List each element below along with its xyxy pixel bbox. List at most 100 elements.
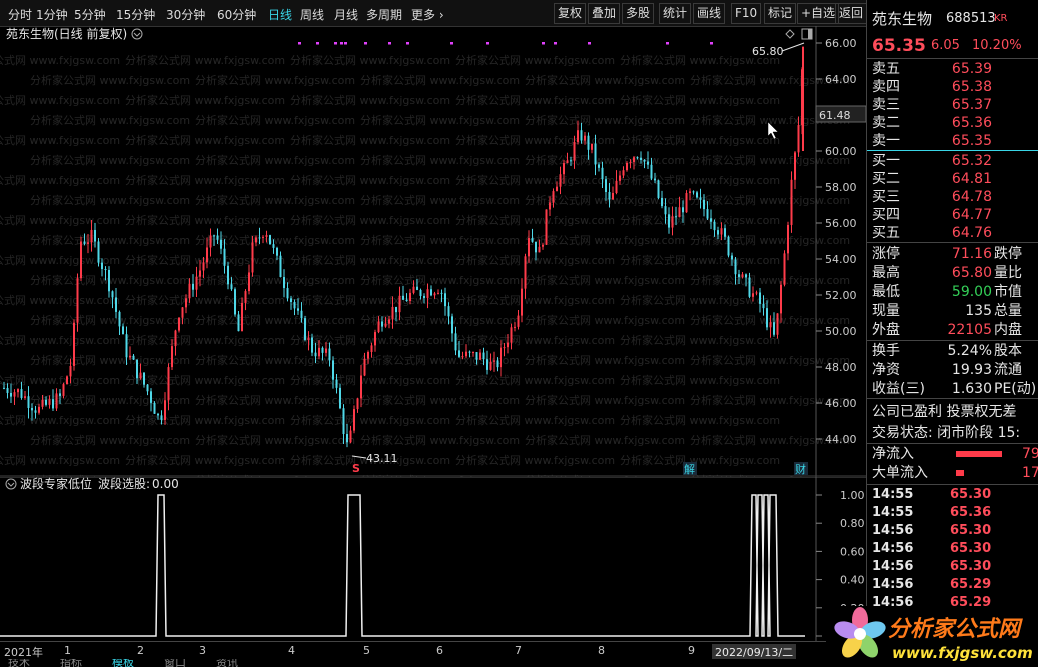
ask-row: 卖二 65.36 <box>872 114 1037 132</box>
candle-body <box>174 330 177 347</box>
stat-label: 现量 <box>872 303 900 319</box>
period-tab-daily[interactable]: 日线 <box>268 8 293 22</box>
status-item[interactable]: 窗口 <box>164 659 186 667</box>
multi-stock-button[interactable]: 多股 <box>622 3 655 24</box>
candle-body <box>563 163 565 175</box>
candle-body <box>150 391 152 403</box>
candle-body <box>713 221 716 231</box>
adjust-button[interactable]: 复权 <box>554 3 587 24</box>
tick-row: 14:55 65.30 <box>872 486 1037 504</box>
x-label-month: 9 <box>688 644 695 657</box>
candle-body <box>580 130 583 141</box>
watermark-text: 分析家公式网 www.fxjgsw.com <box>290 293 450 307</box>
bid-label: 买一 <box>872 153 900 169</box>
candle-body <box>363 358 366 376</box>
watermark-text: 分析家公式网 www.fxjgsw.com <box>0 213 120 227</box>
signal-dot <box>588 42 591 45</box>
f10-button[interactable]: F10 <box>731 3 762 24</box>
period-tab-more[interactable]: 更多 › <box>411 6 444 23</box>
candle-body <box>748 277 751 297</box>
candle-body <box>255 237 257 243</box>
chart-settings-icon[interactable] <box>131 28 143 40</box>
draw-line-button[interactable]: 画线 <box>693 3 726 24</box>
period-tab-multi[interactable]: 多周期 <box>366 8 403 22</box>
event-jie-marker[interactable]: 解 <box>684 462 695 476</box>
x-label-year: 2021年 <box>4 646 43 659</box>
watermark-text: 分析家公式网 www.fxjgsw.com <box>290 413 450 427</box>
candle-body <box>213 235 215 237</box>
watermark-text: 分析家公式网 www.fxjgsw.com <box>0 173 120 187</box>
period-tab-60min[interactable]: 60分钟 <box>217 8 257 22</box>
add-watchlist-button[interactable]: +自选 <box>797 3 840 24</box>
candle-body <box>787 224 789 254</box>
period-tab-monthly[interactable]: 月线 <box>334 8 359 22</box>
candle-body <box>381 321 383 327</box>
event-cai-marker[interactable]: 财 <box>795 462 806 476</box>
indicator-chart[interactable]: 波段专家低位 波段选股: 0.00 1.000.800.600.400.200.… <box>0 477 866 642</box>
diamond-icon[interactable] <box>785 29 795 39</box>
watermark-text: 分析家公式网 www.fxjgsw.com <box>690 73 850 87</box>
stat-row: 外盘 22105 内盘 <box>872 321 1037 339</box>
watermark-text: 分析家公式网 www.fxjgsw.com <box>525 353 685 367</box>
candle-body <box>153 402 156 414</box>
watermark-text: 分析家公式网 www.fxjgsw.com <box>360 433 520 447</box>
stat2-label: 换手 <box>872 343 900 359</box>
watermark-text: 分析家公式网 www.fxjgsw.com <box>690 353 850 367</box>
watermark-text: 分析家公式网 www.fxjgsw.com <box>525 73 685 87</box>
price-tick-label: 60.00 <box>825 145 857 158</box>
divider <box>867 150 1038 151</box>
stats-button[interactable]: 统计 <box>659 3 692 24</box>
signal-dot <box>486 42 489 45</box>
period-tab-5min[interactable]: 5分钟 <box>74 8 106 22</box>
mark-button[interactable]: 标记 <box>764 3 797 24</box>
indicator-settings-icon[interactable] <box>5 478 17 490</box>
candle-body <box>682 207 684 213</box>
candle-body <box>724 228 726 237</box>
candlestick-chart[interactable]: 分析家公式网 www.fxjgsw.com 分析家公式网 www.fxjgsw.c… <box>0 26 866 477</box>
candle-body <box>685 193 688 213</box>
watermark-text: 分析家公式网 www.fxjgsw.com <box>125 453 285 467</box>
watermark-text: 分析家公式网 www.fxjgsw.com <box>360 473 520 477</box>
watermark-text: 分析家公式网 www.fxjgsw.com <box>30 433 190 447</box>
watermark-text: 分析家公式网 www.fxjgsw.com <box>525 393 685 407</box>
price-tick-label: 46.00 <box>825 397 857 410</box>
indicator-field-label: 波段选股: <box>98 477 150 491</box>
period-tab-minute[interactable]: 分时 <box>8 8 33 22</box>
watermark-text: 分析家公式网 www.fxjgsw.com <box>195 233 355 247</box>
watermark-text: 分析家公式网 www.fxjgsw.com <box>620 253 780 267</box>
candle-body <box>699 197 702 200</box>
flow-label: 大单流入 <box>872 465 928 481</box>
candle-body <box>461 356 464 358</box>
status-item[interactable]: 资讯 <box>216 659 238 667</box>
period-tab-1min[interactable]: 1分钟 <box>36 8 68 22</box>
back-button[interactable]: 返回 <box>835 3 868 24</box>
watermark-text: 分析家公式网 www.fxjgsw.com <box>690 233 850 247</box>
divider <box>867 484 1038 485</box>
status-item[interactable]: 技术 <box>8 659 30 667</box>
high-price-label: 65.80 <box>752 45 784 58</box>
period-tab-30min[interactable]: 30分钟 <box>166 8 206 22</box>
period-tab-weekly[interactable]: 周线 <box>300 8 325 22</box>
watermark-text: 分析家公式网 www.fxjgsw.com <box>125 413 285 427</box>
event-s-marker[interactable]: S <box>352 462 360 475</box>
watermark-text: 分析家公式网 www.fxjgsw.com <box>525 433 685 447</box>
watermark-text: 分析家公式网 www.fxjgsw.com <box>0 53 120 67</box>
watermark-text: 分析家公式网 www.fxjgsw.com <box>690 273 850 287</box>
candle-body <box>654 178 656 181</box>
candle-body <box>622 170 625 176</box>
overlay-button[interactable]: 叠加 <box>588 3 621 24</box>
status-item[interactable]: 模板 <box>112 659 134 667</box>
candle-body <box>759 292 761 304</box>
flow-bar <box>956 470 964 476</box>
bid-label: 买三 <box>872 189 900 205</box>
candle-body <box>262 236 264 238</box>
candle-body <box>10 392 12 397</box>
watermark-text: 分析家公式网 www.fxjgsw.com <box>360 233 520 247</box>
status-item[interactable]: 指标 <box>60 659 82 667</box>
candle-body <box>500 347 502 368</box>
period-tab-15min[interactable]: 15分钟 <box>116 8 156 22</box>
stat2-row: 换手 5.24% 股本 <box>872 342 1037 360</box>
candle-body <box>412 286 415 293</box>
candle-body <box>731 255 733 260</box>
watermark-text: 分析家公式网 www.fxjgsw.com <box>0 373 120 387</box>
